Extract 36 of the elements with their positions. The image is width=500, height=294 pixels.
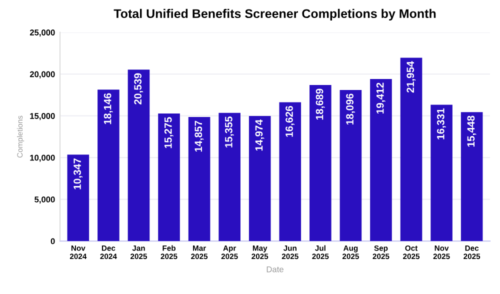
bar xyxy=(248,116,271,242)
y-tick-label: 25,000 xyxy=(30,30,55,37)
data-label: 15,448 xyxy=(467,116,476,147)
bar xyxy=(188,117,210,242)
bar xyxy=(460,112,483,242)
y-tick-label: 0 xyxy=(50,238,55,244)
data-label: 14,974 xyxy=(255,119,264,151)
bar xyxy=(310,85,332,242)
bar xyxy=(430,104,452,242)
data-label: 18,689 xyxy=(316,88,325,120)
bar xyxy=(128,70,150,242)
bar xyxy=(98,90,120,242)
y-tick-label: 15,000 xyxy=(30,113,55,120)
y-tick-label: 5,000 xyxy=(34,196,55,204)
data-label: 15,355 xyxy=(224,116,234,148)
bar xyxy=(279,102,302,242)
chart-title: Total Unified Benefits Screener Completions by Month xyxy=(114,8,436,21)
bar xyxy=(400,58,422,242)
data-label: 18,096 xyxy=(346,94,356,125)
data-label: 16,331 xyxy=(436,108,446,140)
x-axis-title: Date xyxy=(266,266,284,272)
data-label: 14,857 xyxy=(194,120,204,152)
data-label: 19,412 xyxy=(376,82,386,114)
data-label: 20,539 xyxy=(134,73,144,104)
data-label: 18,146 xyxy=(104,93,113,124)
bar xyxy=(370,79,392,242)
y-tick-label: 20,000 xyxy=(30,71,55,78)
bar xyxy=(67,154,90,242)
y-tick-label: 10,000 xyxy=(30,154,55,162)
data-label: 21,954 xyxy=(406,61,416,93)
bar xyxy=(158,114,180,242)
bar xyxy=(340,90,362,242)
data-label: 15,275 xyxy=(164,117,174,148)
bar xyxy=(218,112,240,242)
data-label: 16,626 xyxy=(286,106,294,137)
data-label: 10,347 xyxy=(74,158,82,190)
